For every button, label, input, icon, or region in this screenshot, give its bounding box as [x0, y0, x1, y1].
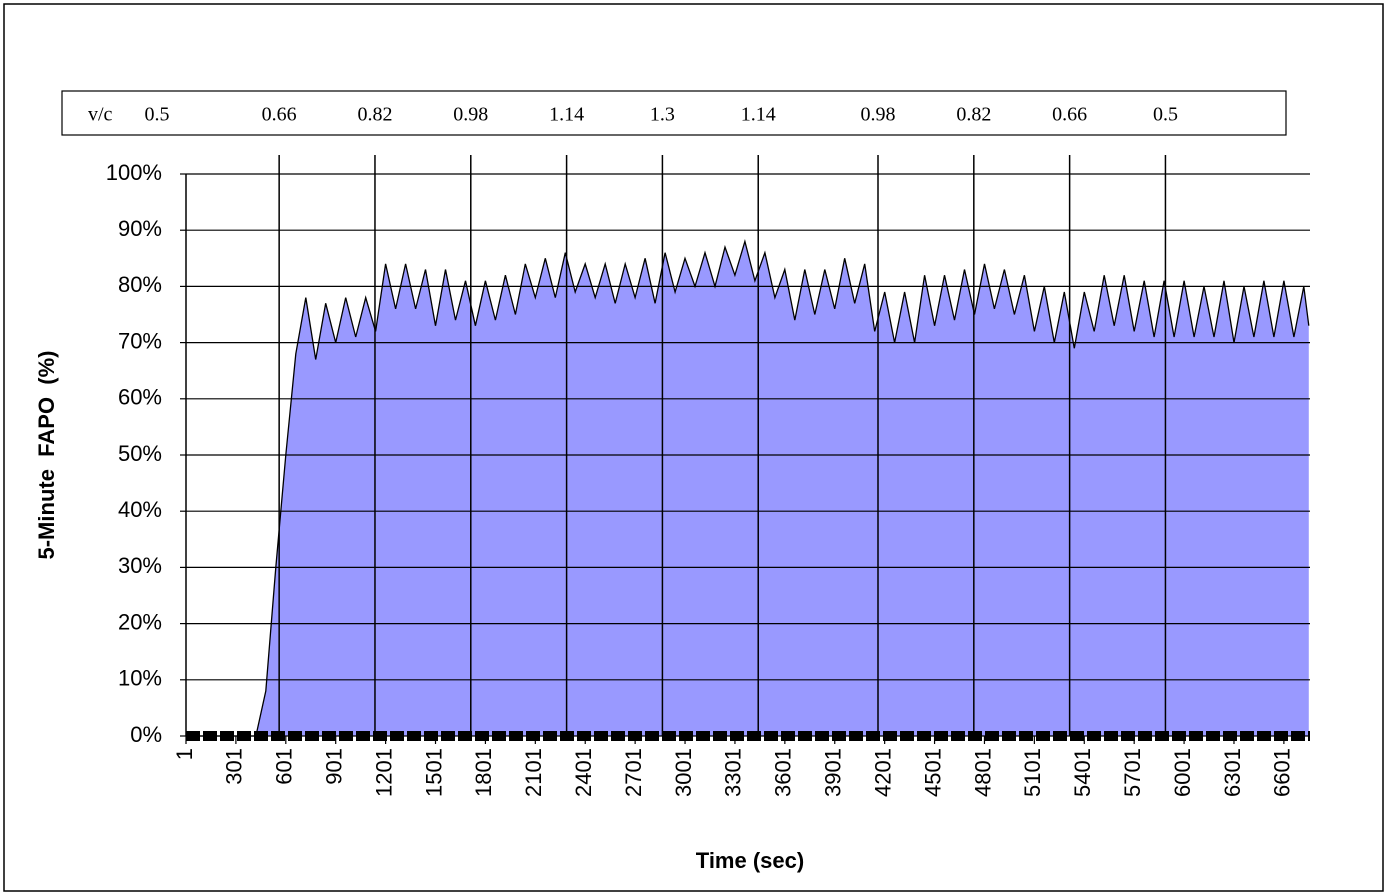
y-tick-label: 60% [118, 385, 162, 410]
y-tick-label: 50% [118, 441, 162, 466]
vc-label: 0.66 [1052, 104, 1087, 126]
vc-label: 0.82 [357, 104, 392, 126]
x-tick-label: 5101 [1020, 748, 1045, 797]
area-outline [186, 238, 1310, 737]
y-tick-label: 10% [118, 666, 162, 691]
vc-title: v/c [88, 104, 113, 126]
x-tick-label: 6301 [1220, 748, 1245, 797]
x-tick-label: 3901 [821, 748, 846, 797]
vc-label: 0.5 [145, 104, 170, 126]
x-tick-label: 6601 [1270, 748, 1295, 797]
x-tick-label: 3001 [671, 748, 696, 797]
vc-label: 0.66 [262, 104, 297, 126]
y-tick-label: 70% [118, 328, 162, 353]
vc-label: 1.14 [741, 104, 776, 126]
x-tick-label: 1501 [421, 748, 446, 797]
x-tick-label: 1 [172, 748, 197, 760]
x-tick-label: 3601 [771, 748, 796, 797]
y-tick-label: 100% [106, 160, 162, 185]
vc-label: 0.82 [956, 104, 991, 126]
x-axis-title: Time (sec) [696, 848, 804, 873]
x-tick-label: 2701 [621, 748, 646, 797]
x-tick-label: 5701 [1120, 748, 1145, 797]
vc-label: 0.98 [453, 104, 488, 126]
vc-label: 0.98 [860, 104, 895, 126]
vc-label: 1.3 [650, 104, 675, 126]
vc-label: 0.5 [1153, 104, 1178, 126]
y-tick-label: 80% [118, 272, 162, 297]
vc-label: 1.14 [549, 104, 584, 126]
area [186, 241, 1309, 736]
x-tick-label: 4501 [920, 748, 945, 797]
x-tick-label: 901 [322, 748, 347, 785]
x-tick-label: 4201 [871, 748, 896, 797]
y-tick-label: 0% [130, 722, 162, 747]
x-tick-label: 301 [222, 748, 247, 785]
x-tick-label: 5401 [1070, 748, 1095, 797]
x-tick-label: 2101 [521, 748, 546, 797]
vc-box [61, 90, 1287, 136]
y-tick-label: 40% [118, 497, 162, 522]
x-tick-label: 4801 [970, 748, 995, 797]
y-tick-label: 20% [118, 609, 162, 634]
x-tick-label: 1201 [371, 748, 396, 797]
x-tick-label: 1801 [471, 748, 496, 797]
x-tick-label: 2401 [571, 748, 596, 797]
y-tick-label: 90% [118, 216, 162, 241]
x-tick-label: 3301 [721, 748, 746, 797]
y-tick-label: 30% [118, 553, 162, 578]
x-tick-label: 6001 [1170, 748, 1195, 797]
y-axis-title: 5-Minute FAPO (%) [34, 351, 59, 560]
x-tick-label: 601 [272, 748, 297, 785]
